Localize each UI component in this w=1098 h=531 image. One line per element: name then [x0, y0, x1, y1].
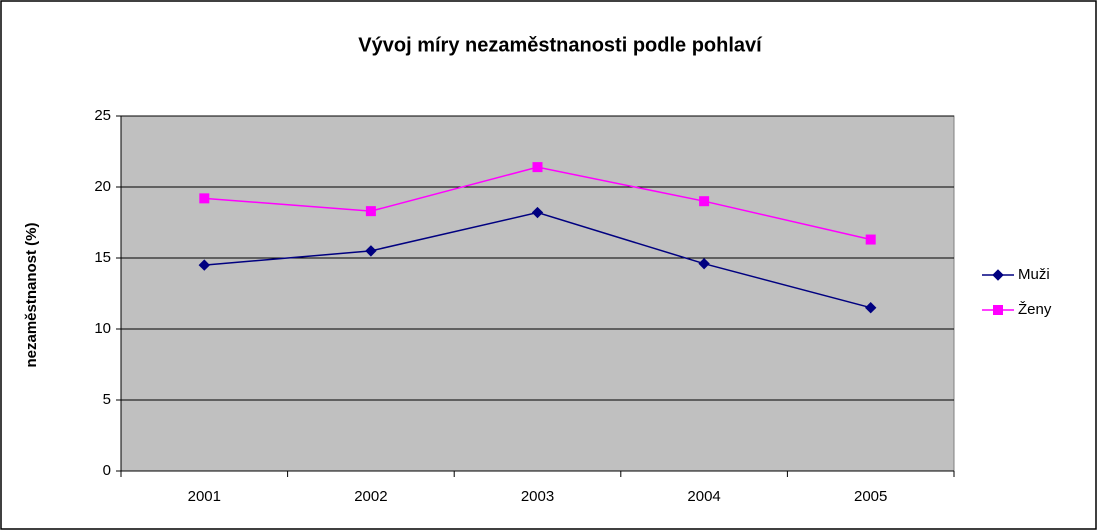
data-point: [531, 206, 544, 219]
legend-marker: [992, 269, 1004, 281]
data-point: [532, 162, 543, 173]
data-point: [698, 257, 710, 270]
legend-label: Ženy: [1018, 301, 1052, 318]
y-tick-label: 10: [94, 320, 111, 337]
y-tick-label: 25: [94, 107, 111, 124]
chart-title: Vývoj míry nezaměstnanosti podle pohlaví: [358, 34, 763, 56]
data-point: [198, 259, 211, 271]
x-tick-label: 2001: [188, 488, 221, 505]
data-point: [865, 234, 876, 245]
y-axis-label: nezaměstnanost (%): [23, 222, 40, 367]
x-tick-label: 2002: [354, 488, 387, 505]
y-tick-label: 20: [94, 178, 111, 195]
legend-label: Muži: [1018, 266, 1050, 283]
x-tick-label: 2003: [521, 488, 554, 505]
x-tick-label: 2005: [854, 488, 887, 505]
data-point: [199, 193, 210, 204]
legend-marker: [993, 305, 1003, 315]
y-tick-label: 5: [103, 391, 111, 408]
data-point: [699, 196, 710, 207]
y-tick-label: 15: [94, 249, 111, 266]
data-point: [365, 206, 376, 217]
x-tick-label: 2004: [687, 488, 720, 505]
y-tick-label: 0: [103, 462, 111, 479]
data-point: [864, 301, 877, 314]
data-point: [365, 245, 377, 257]
